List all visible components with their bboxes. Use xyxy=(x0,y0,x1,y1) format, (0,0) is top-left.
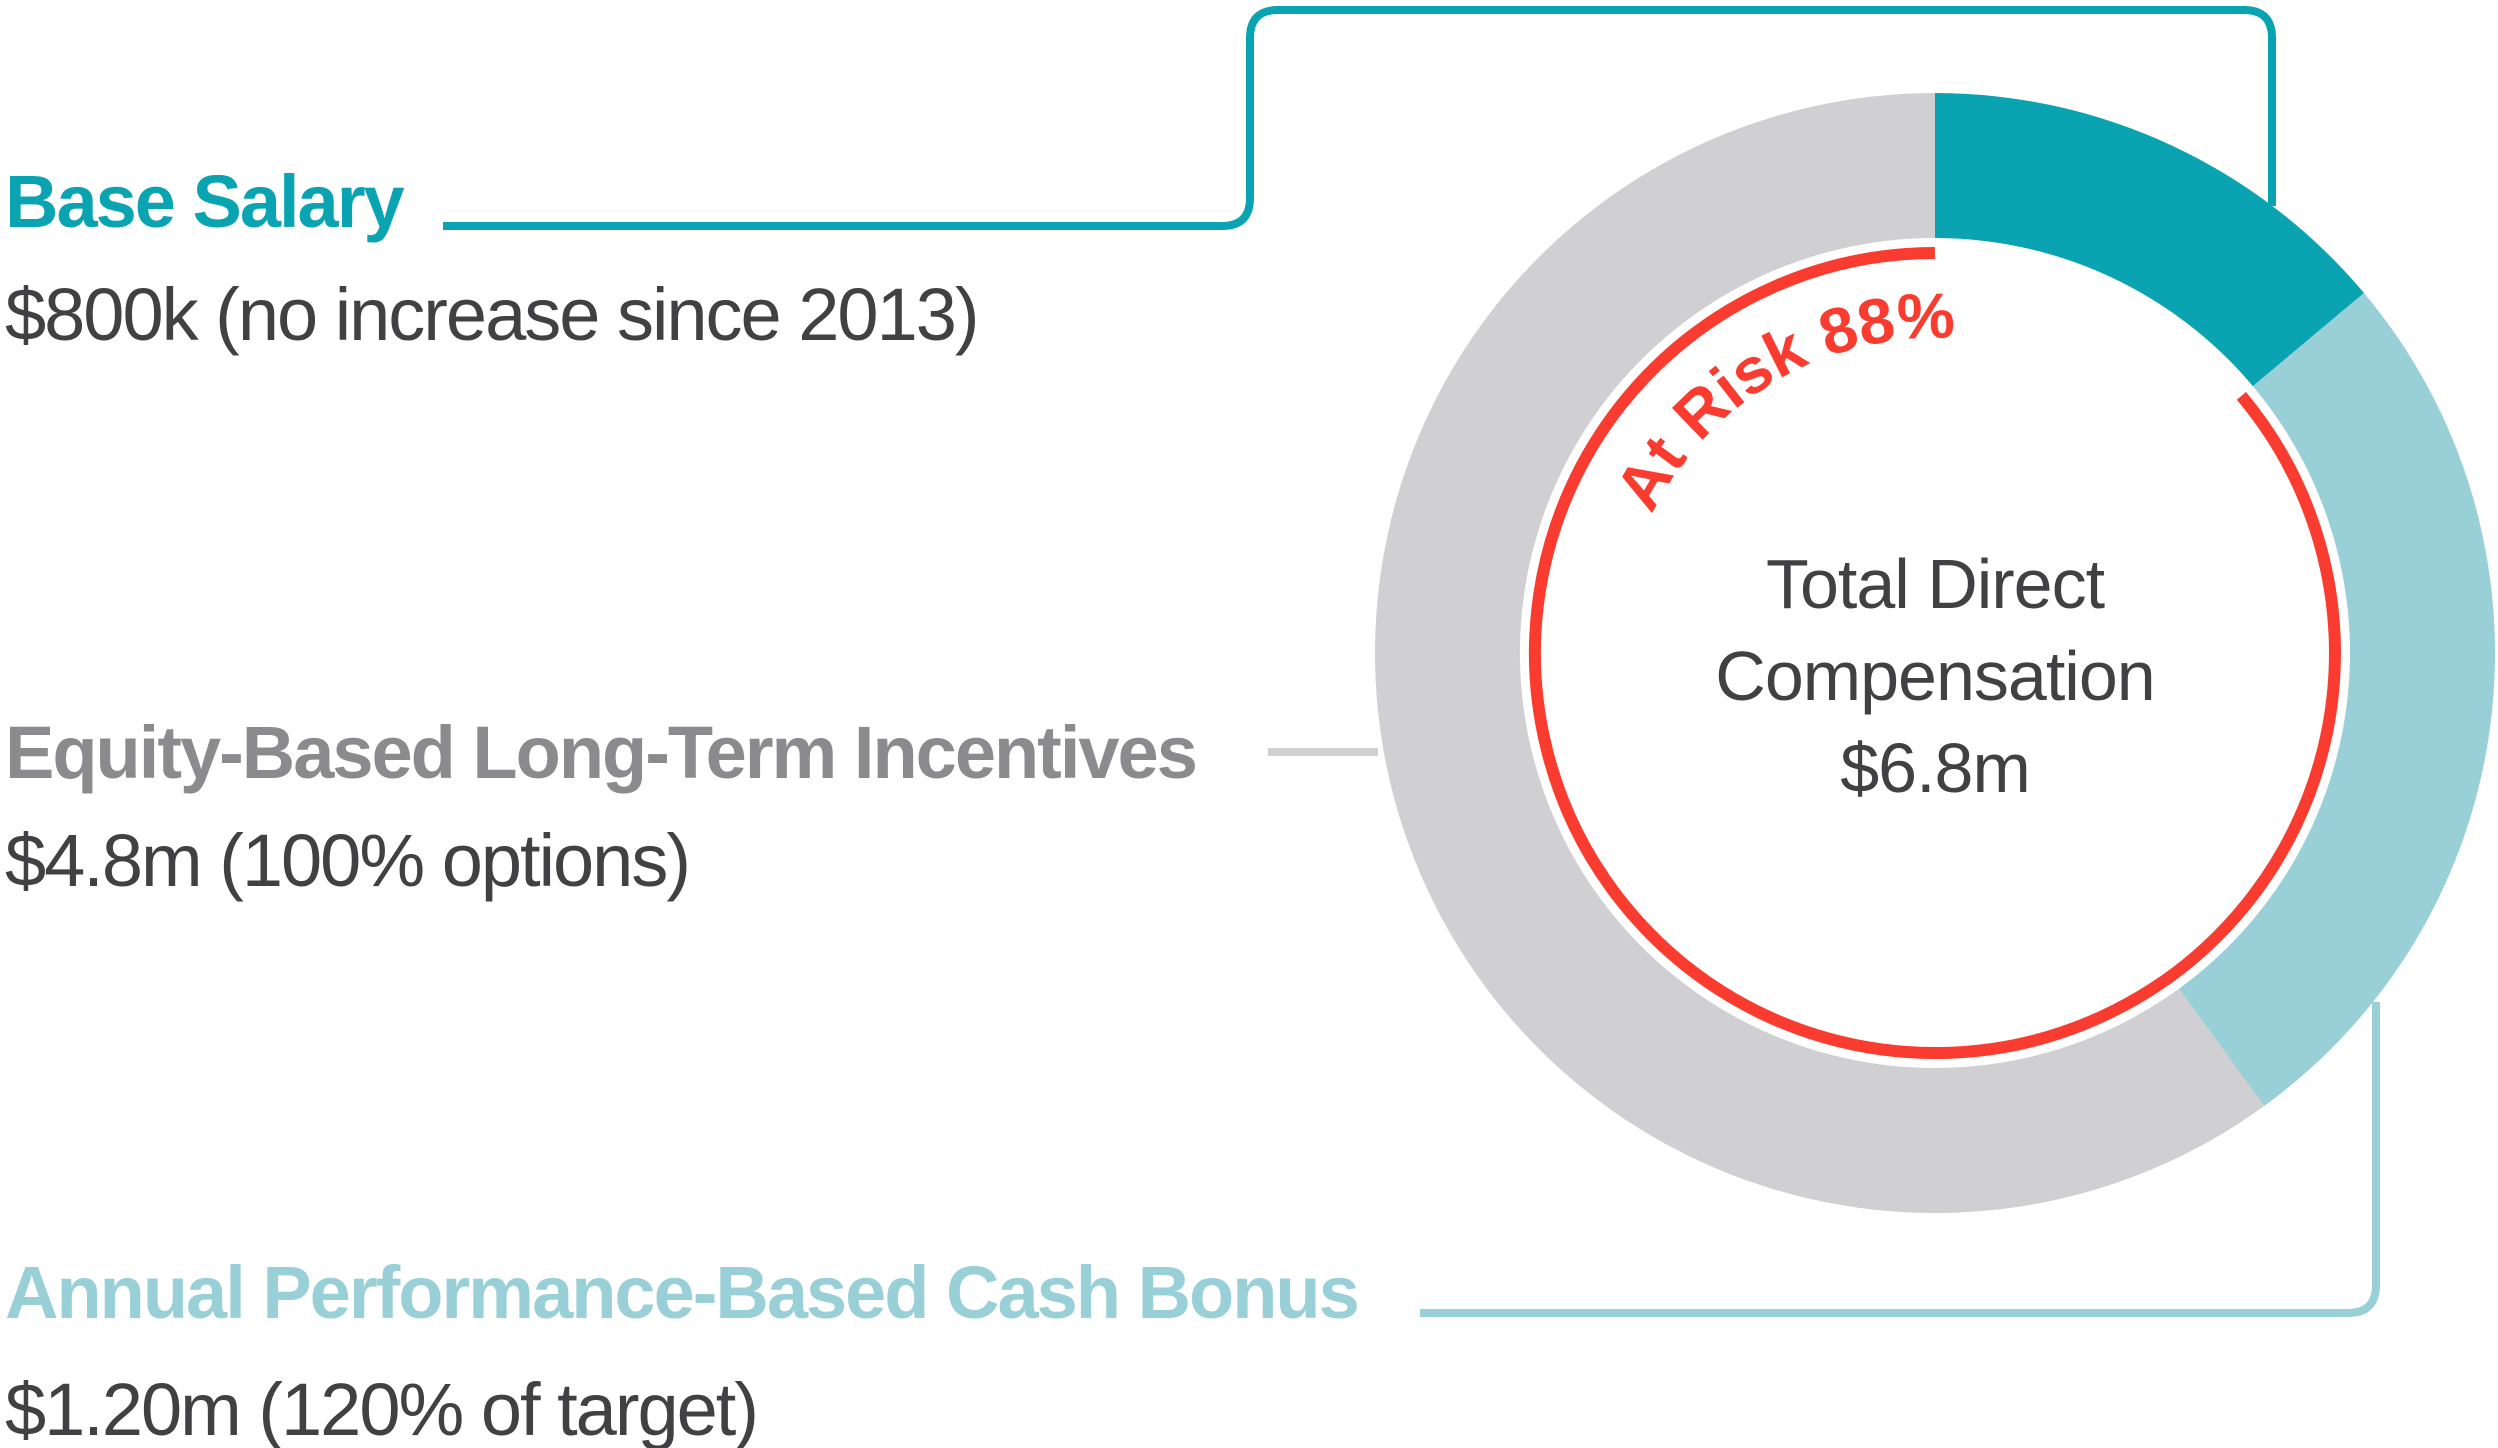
donut-center-text: Total Direct Compensation $6.8m xyxy=(1485,538,2385,814)
label-cash-bonus: Annual Performance-Based Cash Bonus xyxy=(5,1251,1360,1334)
label-equity-incentives: Equity-Based Long-Term Incentives xyxy=(5,711,1198,794)
leader-line-bonus xyxy=(1420,1002,2380,1317)
value-equity-incentives: $4.8m (100% options) xyxy=(5,819,691,902)
value-base-salary: $800k (no increase since 2013) xyxy=(5,273,980,356)
label-base-salary: Base Salary xyxy=(5,160,405,243)
donut-segment-base-salary xyxy=(1935,93,2364,387)
donut-segment-annual-performance-based-cash-bonus xyxy=(2178,293,2496,1106)
leader-line-base-salary xyxy=(443,6,2276,230)
center-line-3: $6.8m xyxy=(1840,729,2031,807)
at-risk-arc xyxy=(1528,247,2341,1059)
value-cash-bonus: $1.20m (120% of target) xyxy=(5,1368,759,1448)
donut-segment-equity-based-long-term-incentives xyxy=(1374,92,2265,1213)
center-line-2: Compensation xyxy=(1715,637,2155,715)
center-line-1: Total Direct xyxy=(1765,545,2105,623)
